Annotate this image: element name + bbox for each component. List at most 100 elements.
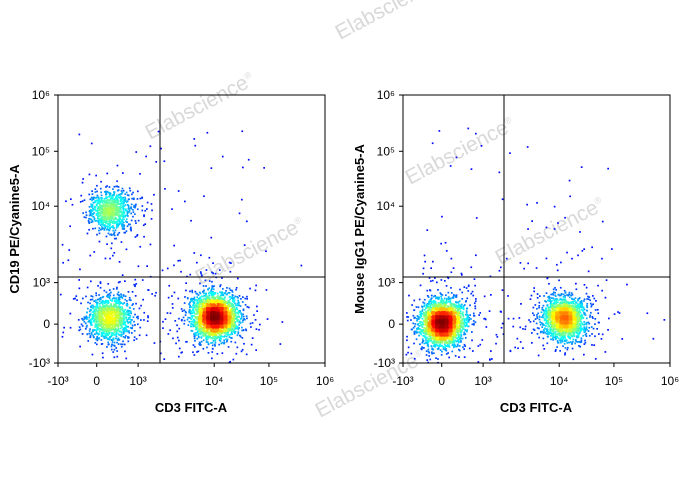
event-dot [114,326,116,329]
event-dot [201,334,204,337]
event-dot [483,295,486,298]
x-tick-label: -10³ [47,374,68,388]
event-dot [214,314,217,316]
event-dot [115,297,118,299]
event-dot [236,304,239,307]
event-dot [88,330,91,332]
event-dot [214,324,217,326]
event-dot [99,319,101,321]
event-dot [230,333,233,335]
event-dot [115,325,117,327]
event-dot [581,250,584,252]
event-dot [119,320,121,323]
event-dot [240,316,243,319]
event-dot [125,201,128,204]
event-dot [216,308,219,311]
event-dot [110,247,113,250]
event-dot [111,217,113,220]
watermark-text: Elabscience® [332,0,449,44]
event-dot [205,307,208,310]
event-dot [201,323,203,325]
event-dot [212,318,214,320]
event-dot [92,215,95,218]
event-dot [202,308,205,310]
event-dot [112,322,115,325]
event-dot [117,337,120,340]
event-dot [121,213,124,215]
event-dot [124,204,127,206]
event-dot [120,219,123,221]
event-dot [97,337,99,340]
event-dot [265,250,267,253]
event-dot [105,291,108,294]
event-dot [206,313,209,316]
event-dot [210,303,212,306]
event-dot [100,328,103,331]
event-dot [137,265,140,268]
event-dot [196,327,198,329]
event-dot [99,282,102,285]
event-dot [121,326,124,329]
event-dot [211,303,214,306]
event-dot [117,208,119,211]
event-dot [194,308,197,311]
event-dot [189,317,191,319]
event-dot [155,291,157,294]
event-dot [116,214,118,216]
event-dot [604,296,607,299]
event-dot [86,311,88,314]
event-dot [118,339,121,341]
event-dot [221,309,224,311]
event-dot [116,313,119,316]
event-dot [546,277,549,280]
event-dot [411,304,413,306]
event-dot [95,210,98,212]
event-dot [121,223,124,226]
event-dot [143,311,146,314]
event-dot [246,220,248,223]
event-dot [216,296,218,298]
event-dot [110,206,112,209]
event-dot [220,310,222,313]
event-dot [192,319,195,321]
event-dot [118,231,121,234]
event-dot [126,318,128,321]
event-dot [124,298,127,301]
event-dot [90,280,92,283]
event-dot [217,295,219,297]
event-dot [113,252,116,254]
event-dot [236,308,239,311]
event-dot [221,301,224,303]
event-dot [101,334,104,337]
event-dot [97,207,100,210]
event-dot [116,286,118,289]
event-dot [219,291,221,293]
event-dot [97,200,100,203]
event-dot [229,321,232,323]
event-dot [211,334,214,337]
event-dot [110,220,113,223]
event-dot [116,299,118,301]
event-dot [505,257,508,260]
event-dot [129,228,132,230]
event-dot [102,217,104,220]
event-dot [116,288,118,290]
watermark-registered-mark: ® [292,214,303,226]
event-dot [193,302,195,305]
event-dot [204,332,206,335]
event-dot [106,204,108,206]
event-dot [225,305,228,307]
event-dot [212,329,215,332]
event-dot [231,307,233,310]
event-dot [229,333,232,336]
event-dot [233,326,235,329]
event-dot [99,214,101,217]
event-dot [133,206,135,208]
event-dot [118,334,121,336]
event-dot [118,209,121,212]
event-dot [463,286,466,288]
event-dot [96,304,99,307]
event-dot [120,335,123,337]
event-dot [203,295,205,297]
event-dot [111,341,114,343]
